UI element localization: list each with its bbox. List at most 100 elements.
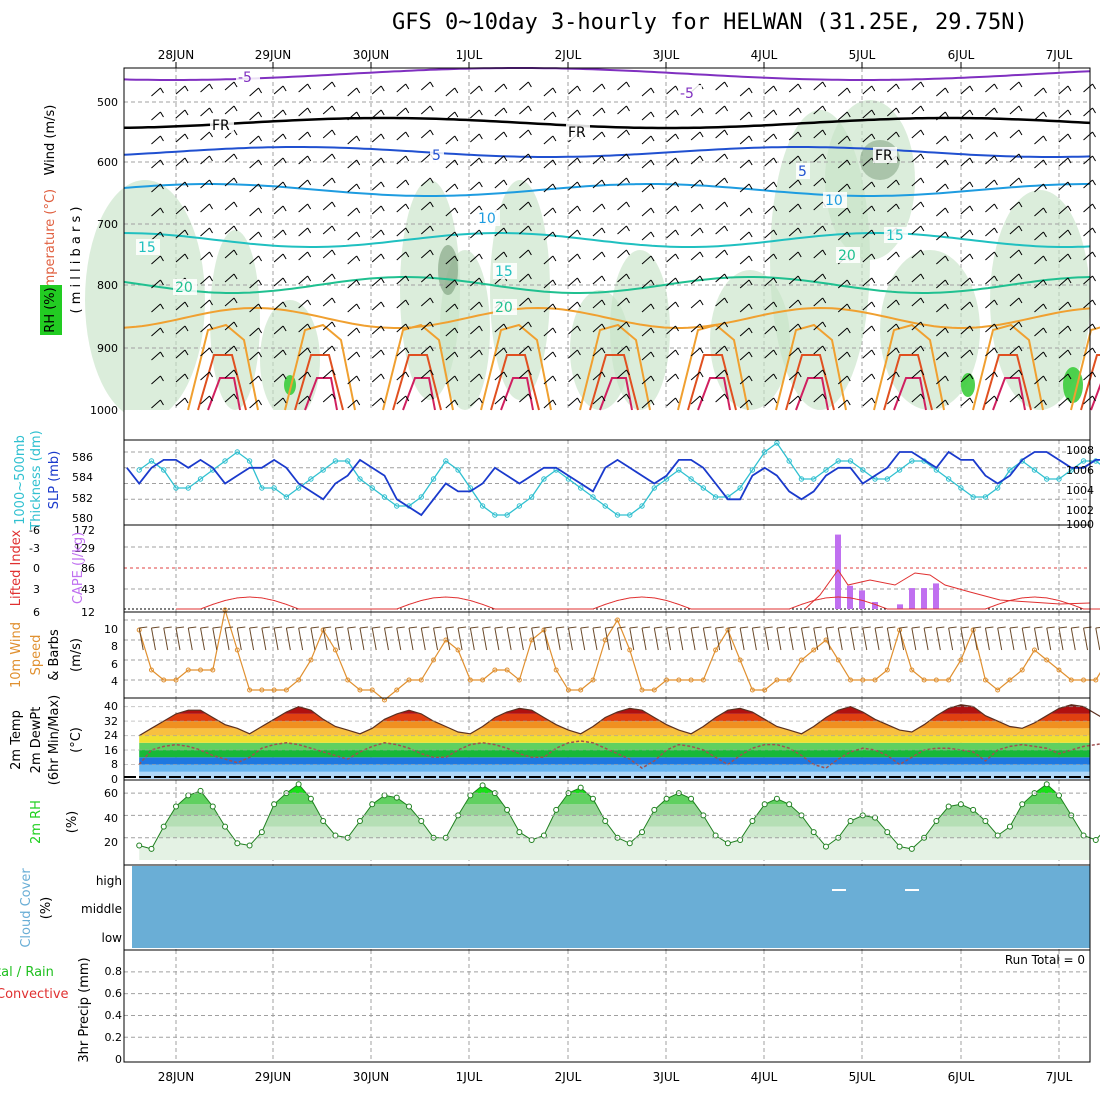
wind-barb [969,229,974,236]
wind-barb [617,153,627,163]
wind-barb [478,181,483,188]
surface-wind-barb [813,626,822,629]
wind-barb [331,201,336,208]
surface-wind-barb [936,626,945,629]
wind-barb [715,297,725,307]
surface-wind-barb [838,626,847,629]
wind-barb [200,179,210,189]
wind-barb [788,251,799,261]
wind-barb [380,229,385,236]
wind-barb [764,349,774,359]
wind-barb [871,349,876,356]
wind-barb [715,321,725,331]
wind-barb [773,85,778,92]
lifted-index-axis-label: Lifted Index [9,529,24,606]
wind-barb [993,371,998,378]
wind-barb [641,279,652,289]
wind-axis-label: Wind (m/s) [43,105,58,176]
wind-barb [1083,83,1093,93]
wind-barb [445,135,456,145]
rh2m-point [295,781,302,788]
wind-barb [617,129,627,139]
wind-barb [690,107,701,117]
surface-wind-barb [1058,626,1068,629]
surface-wind-barb [641,627,647,651]
wind10-point [651,687,657,693]
wind-barb [429,81,434,88]
thickness-point [786,458,792,464]
wind-barb [764,325,774,335]
wind-barb [724,393,729,400]
wind10-point [369,687,375,693]
wind-barb [371,109,382,119]
wind-barb [282,85,287,92]
wind-barb [470,253,480,263]
wind-barb [724,297,729,304]
wind-barb [675,301,679,308]
wind-barb [356,255,361,262]
wind-barb [224,153,235,163]
surface-wind-barb [261,627,267,651]
wind-barb [322,105,333,115]
wind-barb [715,369,725,379]
wind-barb [233,201,238,208]
wind-barb [650,111,655,118]
surface-isotherm [992,377,1026,411]
surface-wind-barb [776,627,782,651]
wind-barb [699,275,704,282]
wind-barb [527,81,532,88]
rh-band [139,804,1090,816]
surface-wind-barb [874,626,884,629]
wind-barb [396,347,407,357]
wind-barb [331,369,336,376]
surface-wind-barb [507,626,516,629]
wind-barb [454,279,459,286]
wind-barb [577,277,581,284]
cloud-tick-label: middle [81,902,122,916]
surface-wind-barb [629,627,635,651]
cape-bar [921,588,927,609]
wind-barb [788,227,799,237]
wind-barb [249,111,259,121]
surface-isotherm [1090,383,1100,411]
wind-barb [862,349,873,359]
thickness-point [602,503,608,509]
wind-barb [773,157,778,164]
wind-barb [1083,155,1093,165]
isotherm-6 [123,306,1091,329]
minmax-axis-label: (6hr Min/Max) [47,695,62,785]
wind-barb [405,155,410,162]
wind-barb [748,87,753,94]
surface-wind-barb [960,627,966,651]
rh2m-point [1043,781,1050,788]
wind-barb [249,279,259,289]
wind-barb [666,85,676,95]
wind-barb [258,303,263,310]
surface-wind-barb [862,626,871,629]
surface-wind-barb [286,626,295,629]
contour-label: 15 [886,228,904,244]
wind-barb [307,371,312,378]
wind-barb [617,225,627,235]
wind-barb [1058,85,1069,95]
wind-barb [690,395,701,405]
wind-barb [969,397,974,404]
wind-barb [175,205,186,215]
wind-barb [1034,351,1044,361]
wind-barb [543,351,554,361]
wind-barb [1067,133,1072,140]
wind-barb [895,131,900,138]
temp-band [139,721,1090,729]
wind-barb [797,179,802,186]
wind-barb [282,205,287,212]
wind-barb [470,133,480,143]
surface-wind-barb [458,626,467,629]
wind-barb [380,325,385,332]
wind10-point [909,667,915,673]
rh2m-point [320,818,327,824]
wind-barb [592,131,603,141]
wind-barb [282,109,287,116]
contour-label: 5 [798,164,807,180]
cape-bar [909,588,915,609]
surface-wind-barb [188,626,197,629]
